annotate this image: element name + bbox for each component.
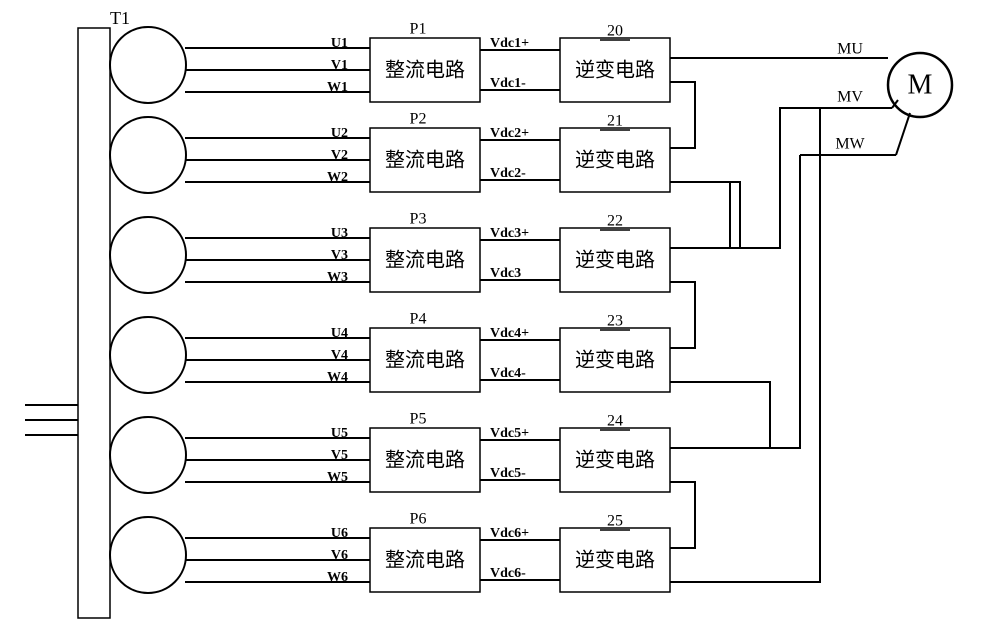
- mw-lead: [896, 113, 910, 155]
- dc-label: Vdc3+: [490, 226, 529, 241]
- inverter-text: 逆变电路: [575, 149, 655, 172]
- rectifier-text: 整流电路: [385, 59, 465, 82]
- dc-label: Vdc4+: [490, 326, 529, 341]
- rectifier-label: P6: [410, 511, 427, 528]
- phase-label: U1: [331, 36, 348, 51]
- winding-1: [110, 27, 186, 103]
- phase-label: V4: [331, 348, 348, 363]
- inverter-id: 24: [607, 413, 623, 430]
- dc-label: Vdc6+: [490, 526, 529, 541]
- phase-label: U4: [331, 326, 348, 341]
- phase-label: W3: [327, 270, 348, 285]
- phase-label: V3: [331, 248, 348, 263]
- inverter-text: 逆变电路: [575, 549, 655, 572]
- inverter-id: 22: [607, 213, 623, 230]
- rectifier-text: 整流电路: [385, 149, 465, 172]
- winding-2: [110, 117, 186, 193]
- inverter-text: 逆变电路: [575, 249, 655, 272]
- dc-label: Vdc4-: [490, 366, 526, 381]
- rectifier-label: P1: [410, 21, 427, 38]
- phase-label: U2: [331, 126, 348, 141]
- phase-label: U3: [331, 226, 348, 241]
- dc-label: Vdc2+: [490, 126, 529, 141]
- dc-label: Vdc5+: [490, 426, 529, 441]
- phase-label: V6: [331, 548, 348, 563]
- rectifier-text: 整流电路: [385, 349, 465, 372]
- inverter-id: 21: [607, 113, 623, 130]
- phase-label: V5: [331, 448, 348, 463]
- return-wire: [670, 108, 820, 582]
- motor-text: M: [908, 69, 933, 100]
- rectifier-text: 整流电路: [385, 449, 465, 472]
- rectifier-label: P4: [410, 311, 427, 328]
- pair-link: [670, 482, 695, 548]
- cascade-2-3: [670, 182, 730, 248]
- dc-label: Vdc1-: [490, 76, 526, 91]
- phase-label: U6: [331, 526, 348, 541]
- rectifier-label: P5: [410, 411, 427, 428]
- mw-join: [670, 382, 800, 448]
- dc-label: Vdc1+: [490, 36, 529, 51]
- rectifier-label: P3: [410, 211, 427, 228]
- inverter-text: 逆变电路: [575, 59, 655, 82]
- winding-3: [110, 217, 186, 293]
- winding-6: [110, 517, 186, 593]
- phase-label: U5: [331, 426, 348, 441]
- transformer-label: T1: [110, 8, 130, 28]
- mw-label: MW: [835, 136, 865, 153]
- rectifier-label: P2: [410, 111, 427, 128]
- inverter-text: 逆变电路: [575, 349, 655, 372]
- phase-label: W6: [327, 570, 348, 585]
- rectifier-text: 整流电路: [385, 549, 465, 572]
- mu-label: MU: [837, 41, 863, 58]
- phase-label: W4: [327, 370, 348, 385]
- inverter-id: 25: [607, 513, 623, 530]
- pair-link: [670, 282, 695, 348]
- mv-join: [670, 182, 780, 248]
- phase-label: V1: [331, 58, 348, 73]
- inverter-id: 23: [607, 313, 623, 330]
- mv-label: MV: [837, 89, 863, 106]
- winding-4: [110, 317, 186, 393]
- rectifier-text: 整流电路: [385, 249, 465, 272]
- inverter-id: 20: [607, 23, 623, 40]
- pair-link: [670, 82, 695, 148]
- phase-label: V2: [331, 148, 348, 163]
- dc-label: Vdc3: [490, 266, 521, 281]
- dc-label: Vdc5-: [490, 466, 526, 481]
- phase-label: W5: [327, 470, 348, 485]
- winding-5: [110, 417, 186, 493]
- dc-label: Vdc2-: [490, 166, 526, 181]
- dc-label: Vdc6-: [490, 566, 526, 581]
- mv-wire: [670, 108, 892, 248]
- transformer-bar: [78, 28, 110, 618]
- phase-label: W2: [327, 170, 348, 185]
- inverter-text: 逆变电路: [575, 449, 655, 472]
- phase-label: W1: [327, 80, 348, 95]
